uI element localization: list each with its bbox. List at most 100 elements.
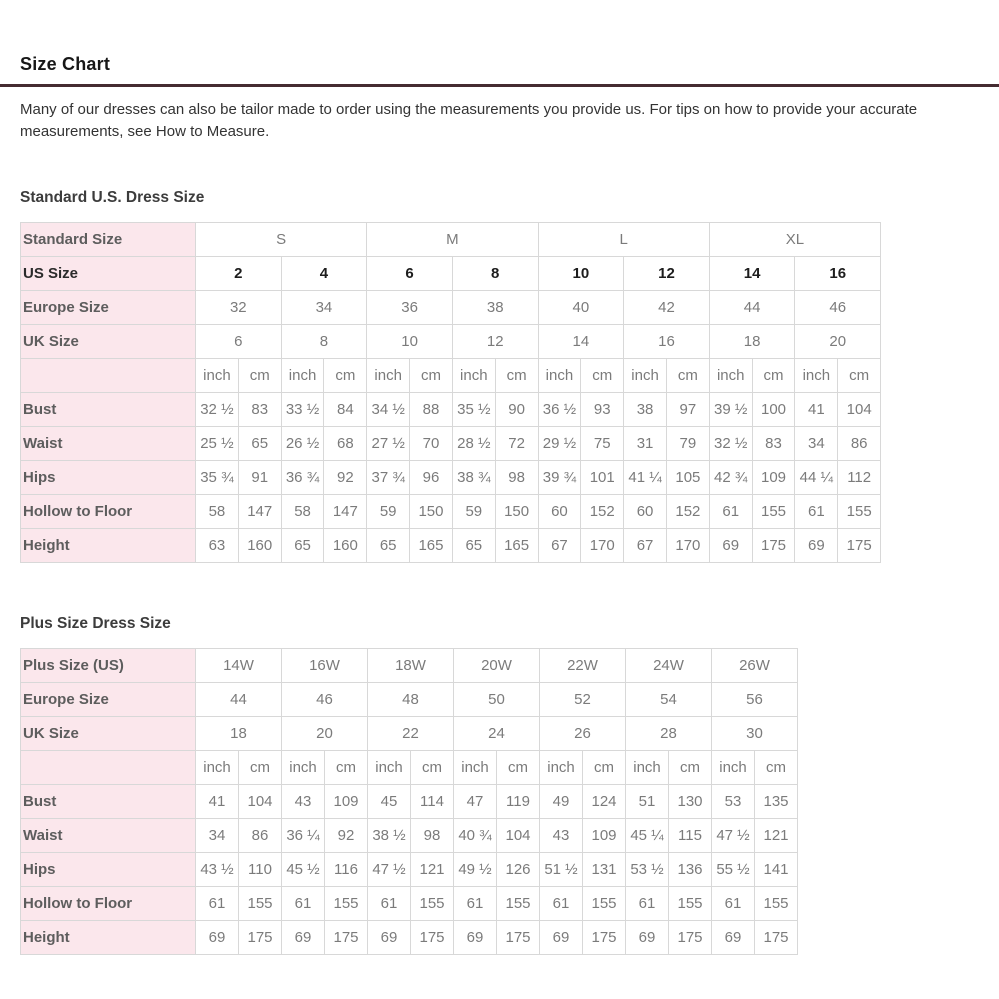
size-cell: 40	[537, 290, 625, 325]
measurement-row: Waist 34 86 36 ¼ 92 38 ½ 98 40 ¾ 104 43 109 45 ¼ 115…	[20, 818, 798, 853]
measurement-cell: 67	[623, 528, 667, 563]
measurement-cell: 135	[754, 784, 798, 819]
measurement-cell: 43	[281, 784, 325, 819]
measurement-cell: 43	[539, 818, 583, 853]
measurement-cell: 97	[665, 392, 710, 427]
size-cell: 6	[366, 256, 453, 291]
size-cell: 32	[195, 290, 282, 325]
row-label: Hips	[20, 852, 196, 887]
measurement-cell: 41	[195, 784, 239, 819]
measurement-cell: 152	[580, 494, 625, 529]
size-cell: 46	[794, 290, 882, 325]
unit-cell: cm	[323, 358, 368, 393]
measurement-cell: 141	[754, 852, 798, 887]
intro-text: Many of our dresses can also be tailor m…	[20, 101, 918, 140]
unit-cell: cm	[494, 358, 539, 393]
size-cell: 14W	[195, 648, 282, 683]
measurement-cell: 88	[409, 392, 453, 427]
size-cell: 2	[195, 256, 282, 291]
measurement-cell: 69	[625, 920, 669, 955]
size-cell: 24W	[625, 648, 712, 683]
unit-row: inch cm inch cm inch cm inch cm inch cm inch cm inch…	[20, 750, 798, 785]
size-cell: S	[194, 222, 368, 257]
measurement-cell: 29 ½	[537, 426, 582, 461]
measurement-cell: 41	[794, 392, 839, 427]
measurement-cell: 104	[837, 392, 882, 427]
measurement-cell: 51	[625, 784, 669, 819]
measurement-cell: 90	[494, 392, 539, 427]
measurement-cell: 109	[582, 818, 626, 853]
size-cell: 54	[625, 682, 712, 717]
size-cell: 46	[281, 682, 368, 717]
measurement-cell: 175	[324, 920, 368, 955]
measurement-cell: 170	[580, 528, 625, 563]
measurement-cell: 175	[751, 528, 796, 563]
measurement-cell: 37 ¾	[366, 460, 411, 495]
size-cell: 44	[708, 290, 796, 325]
measurement-cell: 79	[665, 426, 710, 461]
measurement-cell: 155	[324, 886, 368, 921]
size-cell: 26W	[711, 648, 798, 683]
row-label: Height	[20, 528, 196, 563]
row-label: Europe Size	[20, 290, 196, 325]
unit-cell: inch	[195, 750, 239, 785]
measurement-cell: 112	[837, 460, 882, 495]
size-cell: 12	[451, 324, 539, 359]
size-cell: 18W	[367, 648, 454, 683]
measurement-cell: 170	[665, 528, 710, 563]
size-cell: 24	[453, 716, 540, 751]
measurement-cell: 68	[323, 426, 368, 461]
measurement-cell: 104	[496, 818, 540, 853]
size-header-row: Standard Size S M L XL	[20, 222, 882, 257]
unit-cell: cm	[580, 358, 625, 393]
measurement-cell: 155	[668, 886, 712, 921]
size-header-row: Europe Size 32 34 36 38 40 42 44 46	[20, 290, 882, 325]
size-cell: 4	[280, 256, 368, 291]
unit-row: inch cm inch cm inch cm inch cm inch cm inch cm inch…	[20, 358, 882, 393]
measurement-row: Hollow to Floor 61 155 61 155 61 155 61 155 61 155…	[20, 886, 798, 921]
size-cell: 34	[280, 290, 368, 325]
measurement-cell: 69	[195, 920, 239, 955]
measurement-cell: 110	[238, 852, 282, 887]
measurement-cell: 67	[537, 528, 582, 563]
unit-cell: cm	[409, 358, 453, 393]
size-header-row: US Size 2 4 6 8 10 12 14 16	[20, 256, 882, 291]
measurement-cell: 104	[238, 784, 282, 819]
size-cell: M	[366, 222, 539, 257]
unit-cell: inch	[539, 750, 583, 785]
measurement-cell: 69	[711, 920, 755, 955]
row-label: Waist	[20, 818, 196, 853]
measurement-cell: 47 ½	[367, 852, 411, 887]
measurement-cell: 61	[367, 886, 411, 921]
measurement-cell: 105	[665, 460, 710, 495]
measurement-cell: 43 ½	[195, 852, 239, 887]
size-cell: 6	[195, 324, 282, 359]
unit-cell: inch	[625, 750, 669, 785]
measurement-cell: 86	[837, 426, 882, 461]
size-header-row: UK Size 18 20 22 24 26 28 30	[20, 716, 798, 751]
plus-size-heading: Plus Size Dress Size	[20, 615, 171, 632]
measurement-cell: 83	[751, 426, 796, 461]
measurement-cell: 86	[238, 818, 282, 853]
row-label: Plus Size (US)	[20, 648, 196, 683]
measurement-cell: 101	[580, 460, 625, 495]
row-label: Hips	[20, 460, 196, 495]
size-cell: 22	[367, 716, 454, 751]
unit-cell: inch	[711, 750, 755, 785]
measurement-cell: 42 ¾	[708, 460, 753, 495]
size-cell: 10	[537, 256, 625, 291]
row-label: Waist	[20, 426, 196, 461]
measurement-cell: 147	[323, 494, 368, 529]
size-cell: 52	[539, 682, 626, 717]
measurement-cell: 61	[711, 886, 755, 921]
measurement-cell: 34	[794, 426, 839, 461]
unit-cell: cm	[665, 358, 710, 393]
unit-cell: inch	[366, 358, 411, 393]
measurement-cell: 34 ½	[366, 392, 411, 427]
measurement-cell: 92	[324, 818, 368, 853]
row-label-empty	[20, 750, 196, 785]
measurement-cell: 65	[451, 528, 496, 563]
measurement-cell: 165	[494, 528, 539, 563]
measurement-cell: 45 ¼	[625, 818, 669, 853]
measurement-cell: 69	[367, 920, 411, 955]
